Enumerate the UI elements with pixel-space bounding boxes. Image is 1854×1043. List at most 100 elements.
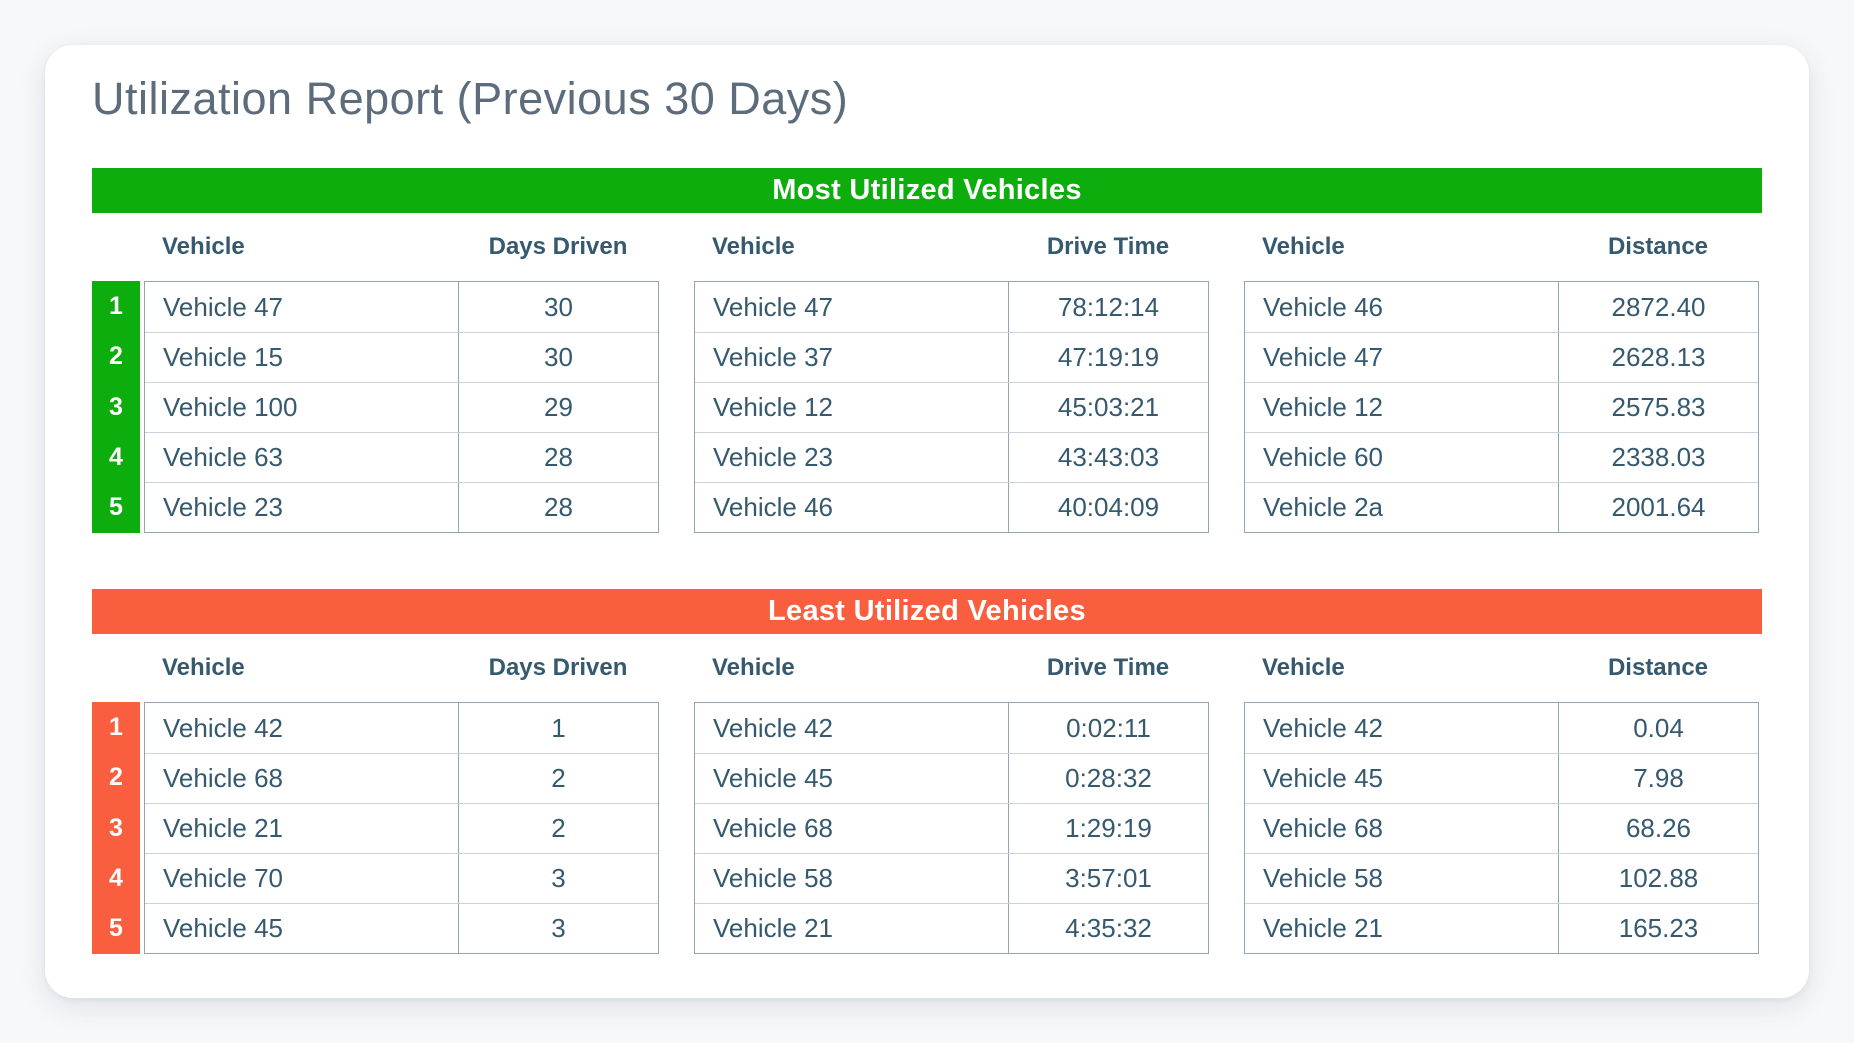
column-header-vehicle: Vehicle — [162, 233, 245, 260]
table-row: Vehicle 68 2 — [145, 753, 658, 803]
table: Vehicle 42 1 Vehicle 68 2 Vehicle 21 2 — [144, 702, 659, 954]
value-cell: 45:03:21 — [1008, 383, 1208, 432]
value-cell: 28 — [458, 433, 658, 482]
least-utilized-section: Least Utilized Vehicles Vehicle Days Dri… — [92, 589, 1762, 954]
vehicle-cell: Vehicle 42 — [163, 712, 283, 743]
value-cell: 2001.64 — [1558, 483, 1758, 532]
table-row: Vehicle 45 3 — [145, 903, 658, 953]
most-days-driven-table: Vehicle Days Driven 1 2 3 4 5 Vehicle 47 — [92, 213, 659, 533]
most-distance-table: Vehicle Distance Vehicle 46 2872.40 Vehi… — [1244, 213, 1759, 533]
most-utilized-header: Most Utilized Vehicles — [92, 168, 1762, 213]
table-row: Vehicle 58 3:57:01 — [695, 853, 1208, 903]
table-row: Vehicle 70 3 — [145, 853, 658, 903]
value-cell: 2 — [458, 754, 658, 803]
vehicle-cell: Vehicle 12 — [713, 392, 833, 422]
value-cell: 0:02:11 — [1008, 703, 1208, 753]
value-cell: 2338.03 — [1558, 433, 1758, 482]
vehicle-cell: Vehicle 45 — [163, 913, 283, 943]
table-row: Vehicle 60 2338.03 — [1245, 432, 1758, 482]
rank-number: 1 — [109, 712, 123, 741]
table-row: Vehicle 47 30 — [145, 282, 658, 332]
rank-number: 2 — [109, 342, 123, 371]
most-utilized-section: Most Utilized Vehicles Vehicle Days Driv… — [92, 168, 1762, 533]
vehicle-cell: Vehicle 63 — [163, 442, 283, 472]
rank-number: 4 — [109, 863, 123, 892]
column-header-vehicle: Vehicle — [162, 654, 245, 681]
table-row: Vehicle 46 2872.40 — [1245, 282, 1758, 332]
table-row: Vehicle 21 165.23 — [1245, 903, 1758, 953]
table-row: Vehicle 42 1 — [145, 703, 658, 753]
page-title: Utilization Report (Previous 30 Days) — [92, 73, 849, 124]
table-row: Vehicle 68 68.26 — [1245, 803, 1758, 853]
column-header-distance: Distance — [1607, 654, 1709, 681]
table-row: Vehicle 68 1:29:19 — [695, 803, 1208, 853]
vehicle-cell: Vehicle 46 — [713, 492, 833, 522]
value-cell: 30 — [458, 282, 658, 332]
vehicle-cell: Vehicle 12 — [1263, 392, 1383, 422]
table-row: Vehicle 12 2575.83 — [1245, 382, 1758, 432]
rank-rail: 1 2 3 4 5 — [92, 281, 140, 533]
table-row: Vehicle 46 40:04:09 — [695, 482, 1208, 532]
table-row: Vehicle 23 43:43:03 — [695, 432, 1208, 482]
column-header-vehicle: Vehicle — [712, 233, 795, 260]
vehicle-cell: Vehicle 23 — [163, 492, 283, 522]
table: Vehicle 42 0:02:11 Vehicle 45 0:28:32 Ve… — [694, 702, 1209, 954]
value-cell: 0.04 — [1558, 703, 1758, 753]
vehicle-cell: Vehicle 47 — [713, 291, 833, 322]
value-cell: 30 — [458, 333, 658, 382]
table-row: Vehicle 47 2628.13 — [1245, 332, 1758, 382]
value-cell: 2 — [458, 804, 658, 853]
least-utilized-header: Least Utilized Vehicles — [92, 589, 1762, 634]
value-cell: 3 — [458, 904, 658, 953]
table-row: Vehicle 21 2 — [145, 803, 658, 853]
table-row: Vehicle 58 102.88 — [1245, 853, 1758, 903]
value-cell: 78:12:14 — [1008, 282, 1208, 332]
rank-number: 5 — [109, 493, 123, 522]
table: Vehicle 42 0.04 Vehicle 45 7.98 Vehicle … — [1244, 702, 1759, 954]
table-row: Vehicle 100 29 — [145, 382, 658, 432]
table-row: Vehicle 21 4:35:32 — [695, 903, 1208, 953]
column-header-vehicle: Vehicle — [712, 654, 795, 681]
table-row: Vehicle 42 0:02:11 — [695, 703, 1208, 753]
table-row: Vehicle 47 78:12:14 — [695, 282, 1208, 332]
rank-number: 3 — [109, 813, 123, 842]
vehicle-cell: Vehicle 15 — [163, 342, 283, 372]
vehicle-cell: Vehicle 68 — [163, 763, 283, 793]
vehicle-cell: Vehicle 68 — [1263, 813, 1383, 843]
table-row: Vehicle 37 47:19:19 — [695, 332, 1208, 382]
value-cell: 29 — [458, 383, 658, 432]
table-row: Vehicle 45 0:28:32 — [695, 753, 1208, 803]
table-row: Vehicle 45 7.98 — [1245, 753, 1758, 803]
table-row: Vehicle 42 0.04 — [1245, 703, 1758, 753]
vehicle-cell: Vehicle 45 — [1263, 763, 1383, 793]
least-distance-table: Vehicle Distance Vehicle 42 0.04 Vehicle… — [1244, 634, 1759, 954]
value-cell: 40:04:09 — [1008, 483, 1208, 532]
vehicle-cell: Vehicle 23 — [713, 442, 833, 472]
most-drive-time-table: Vehicle Drive Time Vehicle 47 78:12:14 V… — [694, 213, 1209, 533]
vehicle-cell: Vehicle 46 — [1263, 291, 1383, 322]
vehicle-cell: Vehicle 21 — [1263, 913, 1383, 943]
column-header-days-driven: Days Driven — [488, 654, 628, 681]
vehicle-cell: Vehicle 58 — [713, 863, 833, 893]
value-cell: 28 — [458, 483, 658, 532]
rank-number: 4 — [109, 442, 123, 471]
rank-rail: 1 2 3 4 5 — [92, 702, 140, 954]
column-header-vehicle: Vehicle — [1262, 654, 1345, 681]
vehicle-cell: Vehicle 21 — [713, 913, 833, 943]
table-row: Vehicle 63 28 — [145, 432, 658, 482]
value-cell: 3 — [458, 854, 658, 903]
value-cell: 47:19:19 — [1008, 333, 1208, 382]
value-cell: 165.23 — [1558, 904, 1758, 953]
vehicle-cell: Vehicle 70 — [163, 863, 283, 893]
vehicle-cell: Vehicle 42 — [713, 712, 833, 743]
vehicle-cell: Vehicle 60 — [1263, 442, 1383, 472]
table-row: Vehicle 23 28 — [145, 482, 658, 532]
value-cell: 1:29:19 — [1008, 804, 1208, 853]
value-cell: 4:35:32 — [1008, 904, 1208, 953]
value-cell: 102.88 — [1558, 854, 1758, 903]
least-days-driven-table: Vehicle Days Driven 1 2 3 4 5 Vehicle 42 — [92, 634, 659, 954]
vehicle-cell: Vehicle 21 — [163, 813, 283, 843]
value-cell: 3:57:01 — [1008, 854, 1208, 903]
column-header-drive-time: Drive Time — [1046, 654, 1170, 681]
vehicle-cell: Vehicle 37 — [713, 342, 833, 372]
